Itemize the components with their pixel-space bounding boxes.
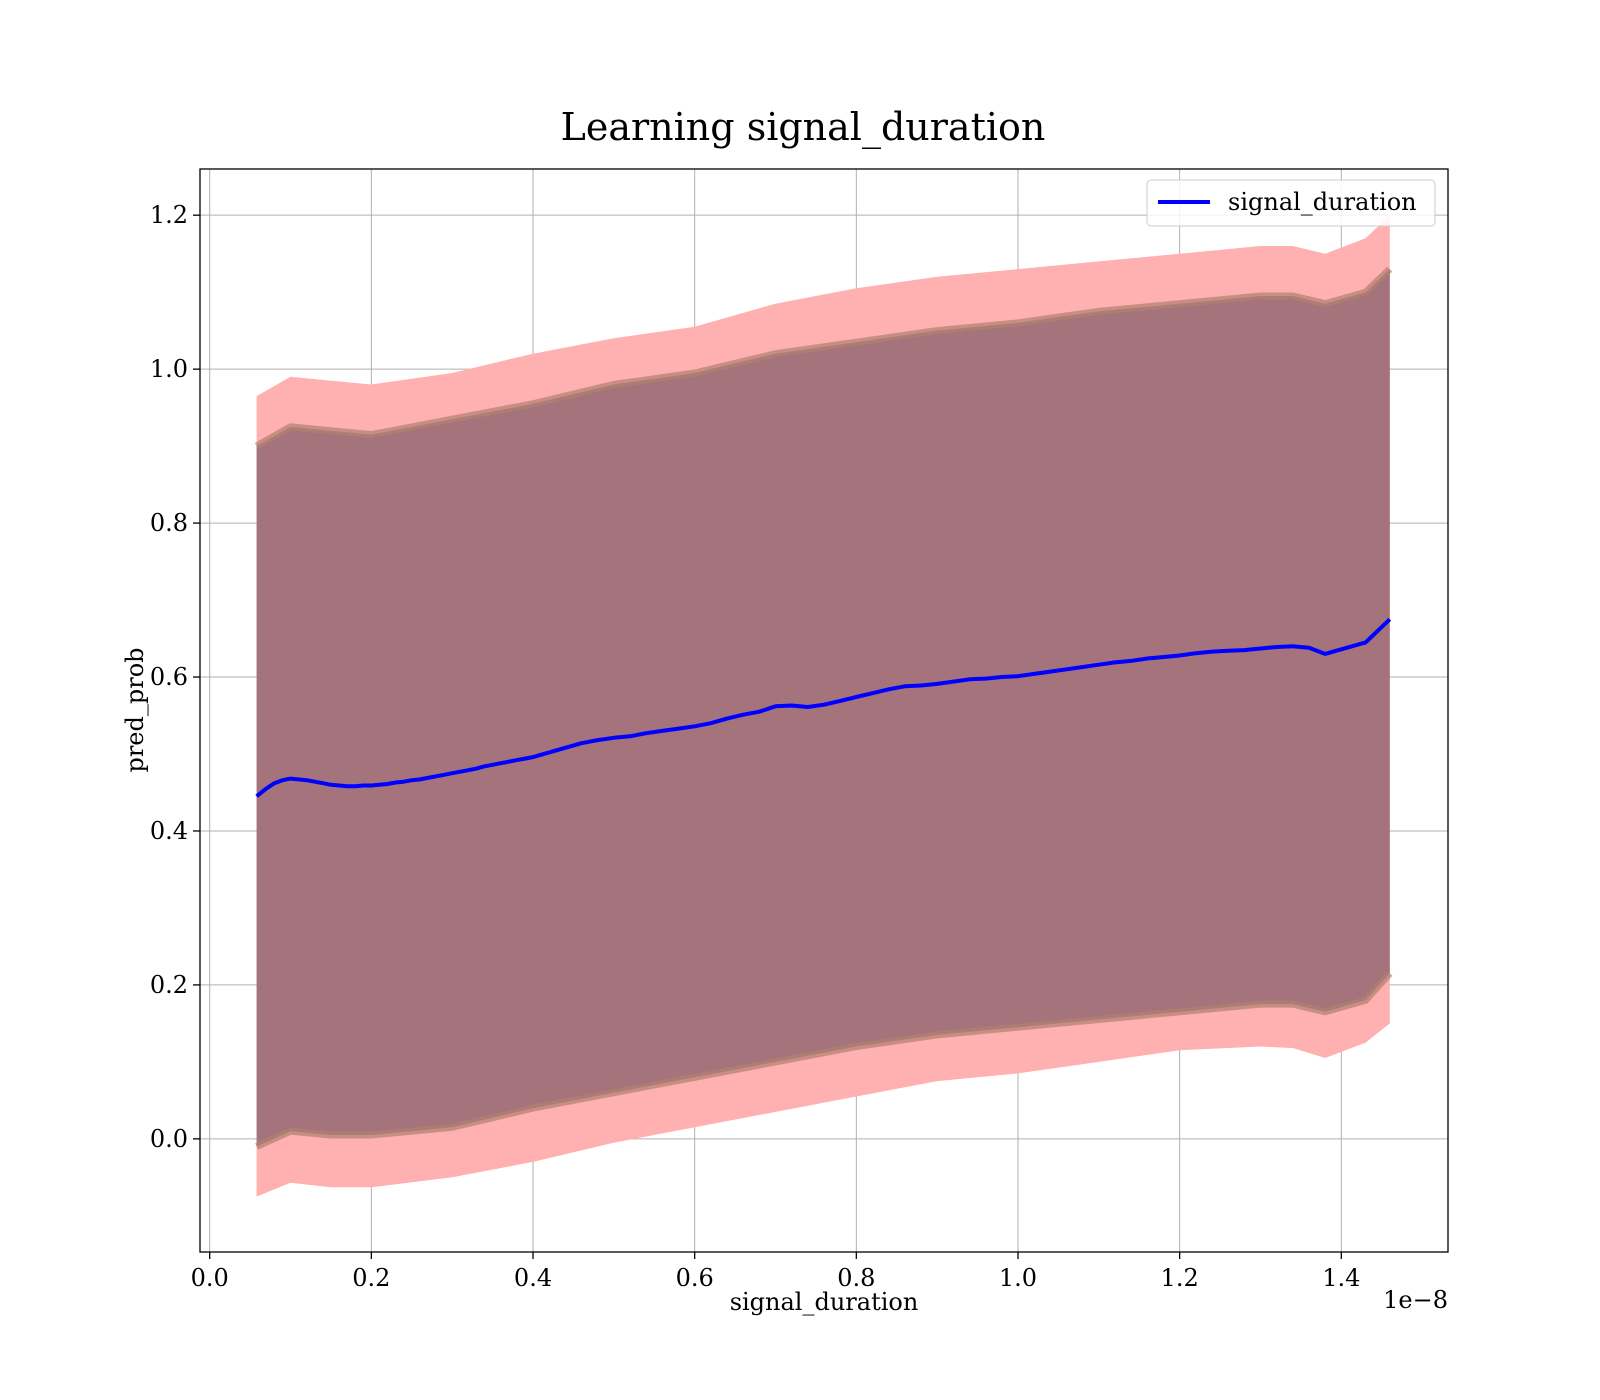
x-tick-label: 0.4 [514, 1264, 552, 1292]
inner-band-edge-upper [254, 266, 1393, 450]
y-tick-label: 0.4 [150, 817, 188, 845]
series-lines [255, 617, 1392, 798]
plot-frame [199, 168, 1449, 1253]
y-tick-label: 1.0 [150, 355, 188, 383]
y-tick-label: 1.2 [150, 201, 188, 229]
inner-band [256, 269, 1390, 1147]
y-tick-label: 0.6 [150, 663, 188, 691]
legend-box [1146, 179, 1436, 227]
y-axis-ticks: 0.0 0.2 0.4 0.6 0.8 1.0 1.2 [150, 201, 200, 1153]
series-line-signal_duration [255, 617, 1392, 798]
x-tick-label: 0.2 [352, 1264, 390, 1292]
legend-label: signal_duration [1228, 188, 1417, 216]
x-axis-label: signal_duration [730, 1288, 919, 1316]
x-tick-label: 0.0 [191, 1264, 229, 1292]
y-tick-label: 0.8 [150, 509, 188, 537]
x-tick-label: 1.2 [1161, 1264, 1199, 1292]
y-tick-label: 0.2 [150, 971, 188, 999]
x-tick-label: 1.4 [1322, 1264, 1360, 1292]
x-tick-label: 0.6 [676, 1264, 714, 1292]
x-axis-offset-label: 1e−8 [1383, 1286, 1448, 1314]
x-axis-ticks: 0.0 0.2 0.4 0.6 0.8 1.0 1.2 1.4 [191, 1252, 1360, 1292]
y-axis-label: pred_prob [121, 647, 149, 772]
x-tick-label: 1.0 [999, 1264, 1037, 1292]
x-tick-label: 0.8 [837, 1264, 875, 1292]
y-tick-label: 0.0 [150, 1125, 188, 1153]
legend: signal_duration [1146, 179, 1436, 227]
chart-title: Learning signal_duration [561, 105, 1046, 150]
inner-band-edge-lower [255, 971, 1393, 1150]
